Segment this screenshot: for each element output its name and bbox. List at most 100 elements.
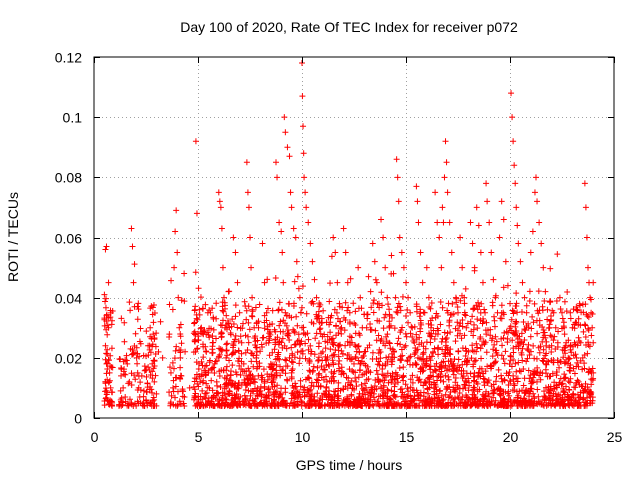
data-point [413, 308, 420, 315]
data-point [292, 393, 299, 400]
data-point [335, 347, 342, 354]
data-point [305, 387, 312, 394]
data-point [229, 350, 236, 357]
data-point [585, 386, 592, 393]
data-point [282, 370, 289, 377]
data-point [133, 344, 140, 351]
data-point [151, 309, 158, 316]
data-point [536, 372, 543, 379]
data-point [167, 402, 174, 409]
data-point [271, 326, 278, 333]
data-point [197, 294, 204, 301]
data-point [249, 294, 256, 301]
data-point [251, 324, 258, 331]
data-point [263, 309, 270, 316]
data-point [209, 365, 216, 372]
data-point [395, 198, 402, 205]
data-point [471, 264, 478, 271]
data-point [244, 189, 251, 196]
data-point [439, 335, 446, 342]
x-tick-label: 0 [91, 429, 99, 445]
data-point [477, 249, 484, 256]
axis-ticks [94, 57, 615, 419]
data-point [199, 305, 206, 312]
data-point [102, 342, 109, 349]
data-point [329, 335, 336, 342]
data-point [519, 357, 526, 364]
data-point [478, 355, 485, 362]
data-point [126, 299, 133, 306]
data-point [444, 367, 451, 374]
data-point [499, 398, 506, 405]
data-point [399, 324, 406, 331]
data-point [544, 306, 551, 313]
data-point [525, 320, 532, 327]
data-point [181, 402, 188, 409]
data-point [567, 309, 574, 316]
data-point [504, 282, 511, 289]
data-point [521, 375, 528, 382]
data-point [244, 333, 251, 340]
data-point [299, 93, 306, 100]
data-point [321, 402, 328, 409]
data-point [159, 354, 166, 361]
data-point [135, 400, 142, 407]
data-point [107, 384, 114, 391]
data-point [419, 399, 426, 406]
data-point [541, 388, 548, 395]
data-point [372, 327, 379, 334]
data-point [135, 300, 142, 307]
data-point [277, 363, 284, 370]
data-point [490, 276, 497, 283]
data-point [356, 400, 363, 407]
data-point [307, 240, 314, 247]
data-point [271, 390, 278, 397]
data-point [168, 277, 175, 284]
data-point [535, 310, 542, 317]
data-point [467, 219, 474, 226]
data-point [510, 310, 517, 317]
data-point [450, 279, 457, 286]
data-point [503, 370, 510, 377]
data-point [483, 319, 490, 326]
data-point [510, 138, 517, 145]
data-point [395, 399, 402, 406]
data-point [319, 348, 326, 355]
data-point [118, 372, 125, 379]
data-point [518, 330, 525, 337]
data-point [355, 342, 362, 349]
data-point [577, 389, 584, 396]
data-point [357, 360, 364, 367]
y-tick-label: 0.08 [55, 170, 82, 186]
data-point [530, 390, 537, 397]
data-point [399, 293, 406, 300]
data-point [510, 349, 517, 356]
data-point [355, 264, 362, 271]
data-point [348, 377, 355, 384]
data-point [483, 388, 490, 395]
data-point [483, 180, 490, 187]
data-point [157, 318, 164, 325]
data-point [345, 375, 352, 382]
data-point [561, 324, 568, 331]
data-point [178, 297, 185, 304]
data-point [445, 373, 452, 380]
data-point [338, 364, 345, 371]
data-point [236, 362, 243, 369]
data-point [438, 338, 445, 345]
data-point [230, 234, 237, 241]
data-point [360, 360, 367, 367]
data-point [513, 375, 520, 382]
x-tick-label: 20 [503, 429, 519, 445]
data-point [108, 345, 115, 352]
data-point [293, 258, 300, 265]
data-point [500, 356, 507, 363]
data-point [438, 368, 445, 375]
data-point [477, 333, 484, 340]
data-point [388, 361, 395, 368]
data-point [383, 354, 390, 361]
data-point [454, 332, 461, 339]
data-point [406, 354, 413, 361]
data-point [230, 344, 237, 351]
data-point [471, 321, 478, 328]
